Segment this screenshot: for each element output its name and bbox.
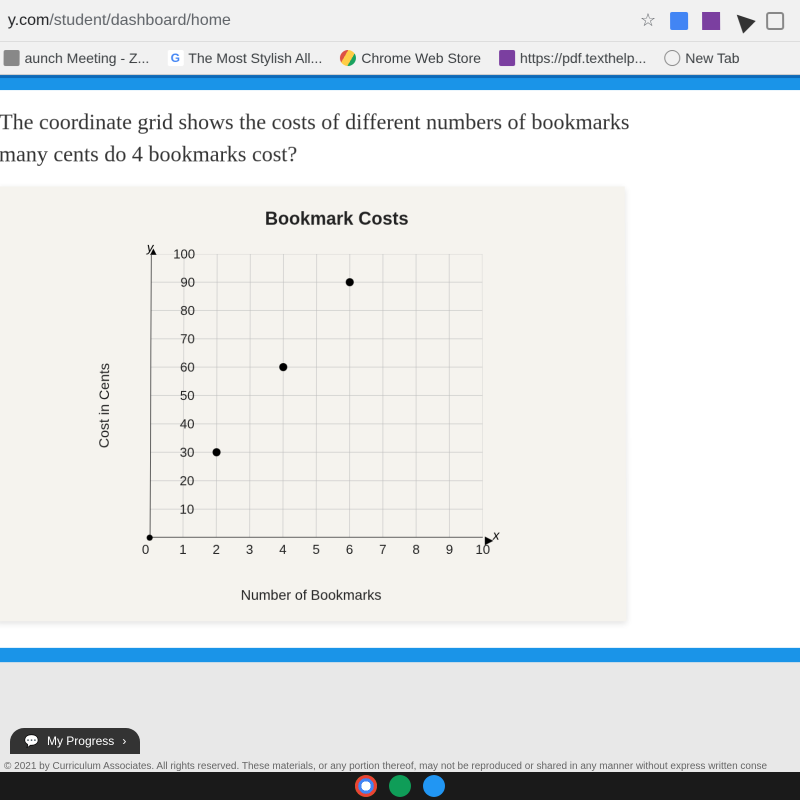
- y-tick: 90: [180, 274, 195, 289]
- y-tick: 60: [180, 359, 195, 374]
- chart-grid: [150, 254, 483, 538]
- y-axis-label: Cost in Cents: [96, 363, 113, 448]
- pdf-icon: [499, 50, 515, 66]
- data-point: [279, 363, 287, 371]
- question-line-2: many cents do 4 bookmarks cost?: [0, 138, 800, 170]
- x-tick: 6: [346, 542, 353, 557]
- scatter-chart: y x ▲ ▶ Cost in Cents Number of Bookmark…: [89, 234, 533, 579]
- x-tick: 3: [246, 542, 253, 557]
- star-icon[interactable]: ☆: [640, 10, 656, 31]
- chevron-right-icon: ›: [122, 734, 126, 748]
- url: y.com/student/dashboard/home: [8, 11, 640, 29]
- screen: Mat y.com/student/dashboard/home ☆ aunch…: [0, 0, 800, 790]
- my-progress-button[interactable]: 💬 My Progress ›: [10, 728, 140, 754]
- bookmark-label: Chrome Web Store: [361, 50, 481, 66]
- chrome-icon: [340, 50, 356, 66]
- x-tick: 7: [379, 542, 386, 557]
- globe-icon: [664, 50, 680, 66]
- data-point: [346, 278, 354, 286]
- origin-point: [147, 534, 153, 540]
- extension-icon-2[interactable]: [702, 11, 720, 29]
- browser-actions: ☆: [640, 10, 792, 31]
- y-tick: 50: [180, 388, 195, 403]
- taskbar: [0, 772, 800, 800]
- y-tick: 70: [180, 331, 195, 346]
- chat-icon: 💬: [24, 734, 39, 748]
- bookmark-item[interactable]: https://pdf.texthelp...: [499, 50, 646, 66]
- x-tick: 5: [313, 542, 320, 557]
- grid-svg: [150, 254, 483, 538]
- bookmarks-bar: aunch Meeting - Z... G The Most Stylish …: [0, 42, 800, 75]
- bookmark-item[interactable]: G The Most Stylish All...: [167, 50, 322, 66]
- blue-footer-strip: [0, 648, 800, 662]
- bookmark-item[interactable]: Chrome Web Store: [340, 50, 481, 66]
- x-tick: 2: [213, 542, 220, 557]
- my-progress-label: My Progress: [47, 734, 114, 748]
- bookmark-item[interactable]: New Tab: [664, 50, 739, 66]
- x-tick: 9: [446, 542, 453, 557]
- x-axis-label: Number of Bookmarks: [241, 586, 382, 602]
- copyright-text: © 2021 by Curriculum Associates. All rig…: [0, 761, 800, 772]
- taskbar-icon-2[interactable]: [389, 775, 411, 797]
- origin-label: 0: [142, 542, 149, 557]
- bookmark-item[interactable]: aunch Meeting - Z...: [4, 50, 150, 66]
- y-tick: 30: [180, 444, 195, 459]
- x-tick: 4: [279, 542, 286, 557]
- x-tick: 1: [179, 542, 186, 557]
- favicon-icon: [4, 50, 20, 66]
- taskbar-icon-3[interactable]: [423, 775, 445, 797]
- x-tick: 8: [412, 542, 419, 557]
- google-icon: G: [167, 50, 183, 66]
- chart-title: Bookmark Costs: [0, 208, 625, 229]
- y-tick: 80: [180, 303, 195, 318]
- chart-container: Bookmark Costs y x ▲ ▶ Cost in Cents Num…: [0, 186, 626, 621]
- bookmark-label: aunch Meeting - Z...: [25, 50, 150, 66]
- x-axis-var: x: [493, 527, 500, 542]
- x-tick: 10: [475, 542, 490, 557]
- bookmark-label: The Most Stylish All...: [188, 50, 322, 66]
- bookmark-label: https://pdf.texthelp...: [520, 50, 646, 66]
- question-line-1: The coordinate grid shows the costs of d…: [0, 106, 800, 138]
- extension-icon-1[interactable]: [670, 11, 688, 29]
- y-tick: 10: [180, 501, 195, 516]
- y-tick: 40: [180, 416, 195, 431]
- extension-icon-3[interactable]: [730, 8, 755, 33]
- taskbar-icon-1[interactable]: [355, 775, 377, 797]
- page-content: The coordinate grid shows the costs of d…: [0, 75, 800, 662]
- blue-header-strip: [0, 78, 800, 90]
- address-bar[interactable]: y.com/student/dashboard/home ☆: [0, 0, 800, 42]
- question-text: The coordinate grid shows the costs of d…: [0, 90, 800, 186]
- data-point: [213, 448, 221, 456]
- bookmark-label: New Tab: [685, 50, 739, 66]
- y-tick: 20: [180, 473, 195, 488]
- extension-icon-4[interactable]: [766, 11, 784, 29]
- y-tick: 100: [173, 246, 195, 261]
